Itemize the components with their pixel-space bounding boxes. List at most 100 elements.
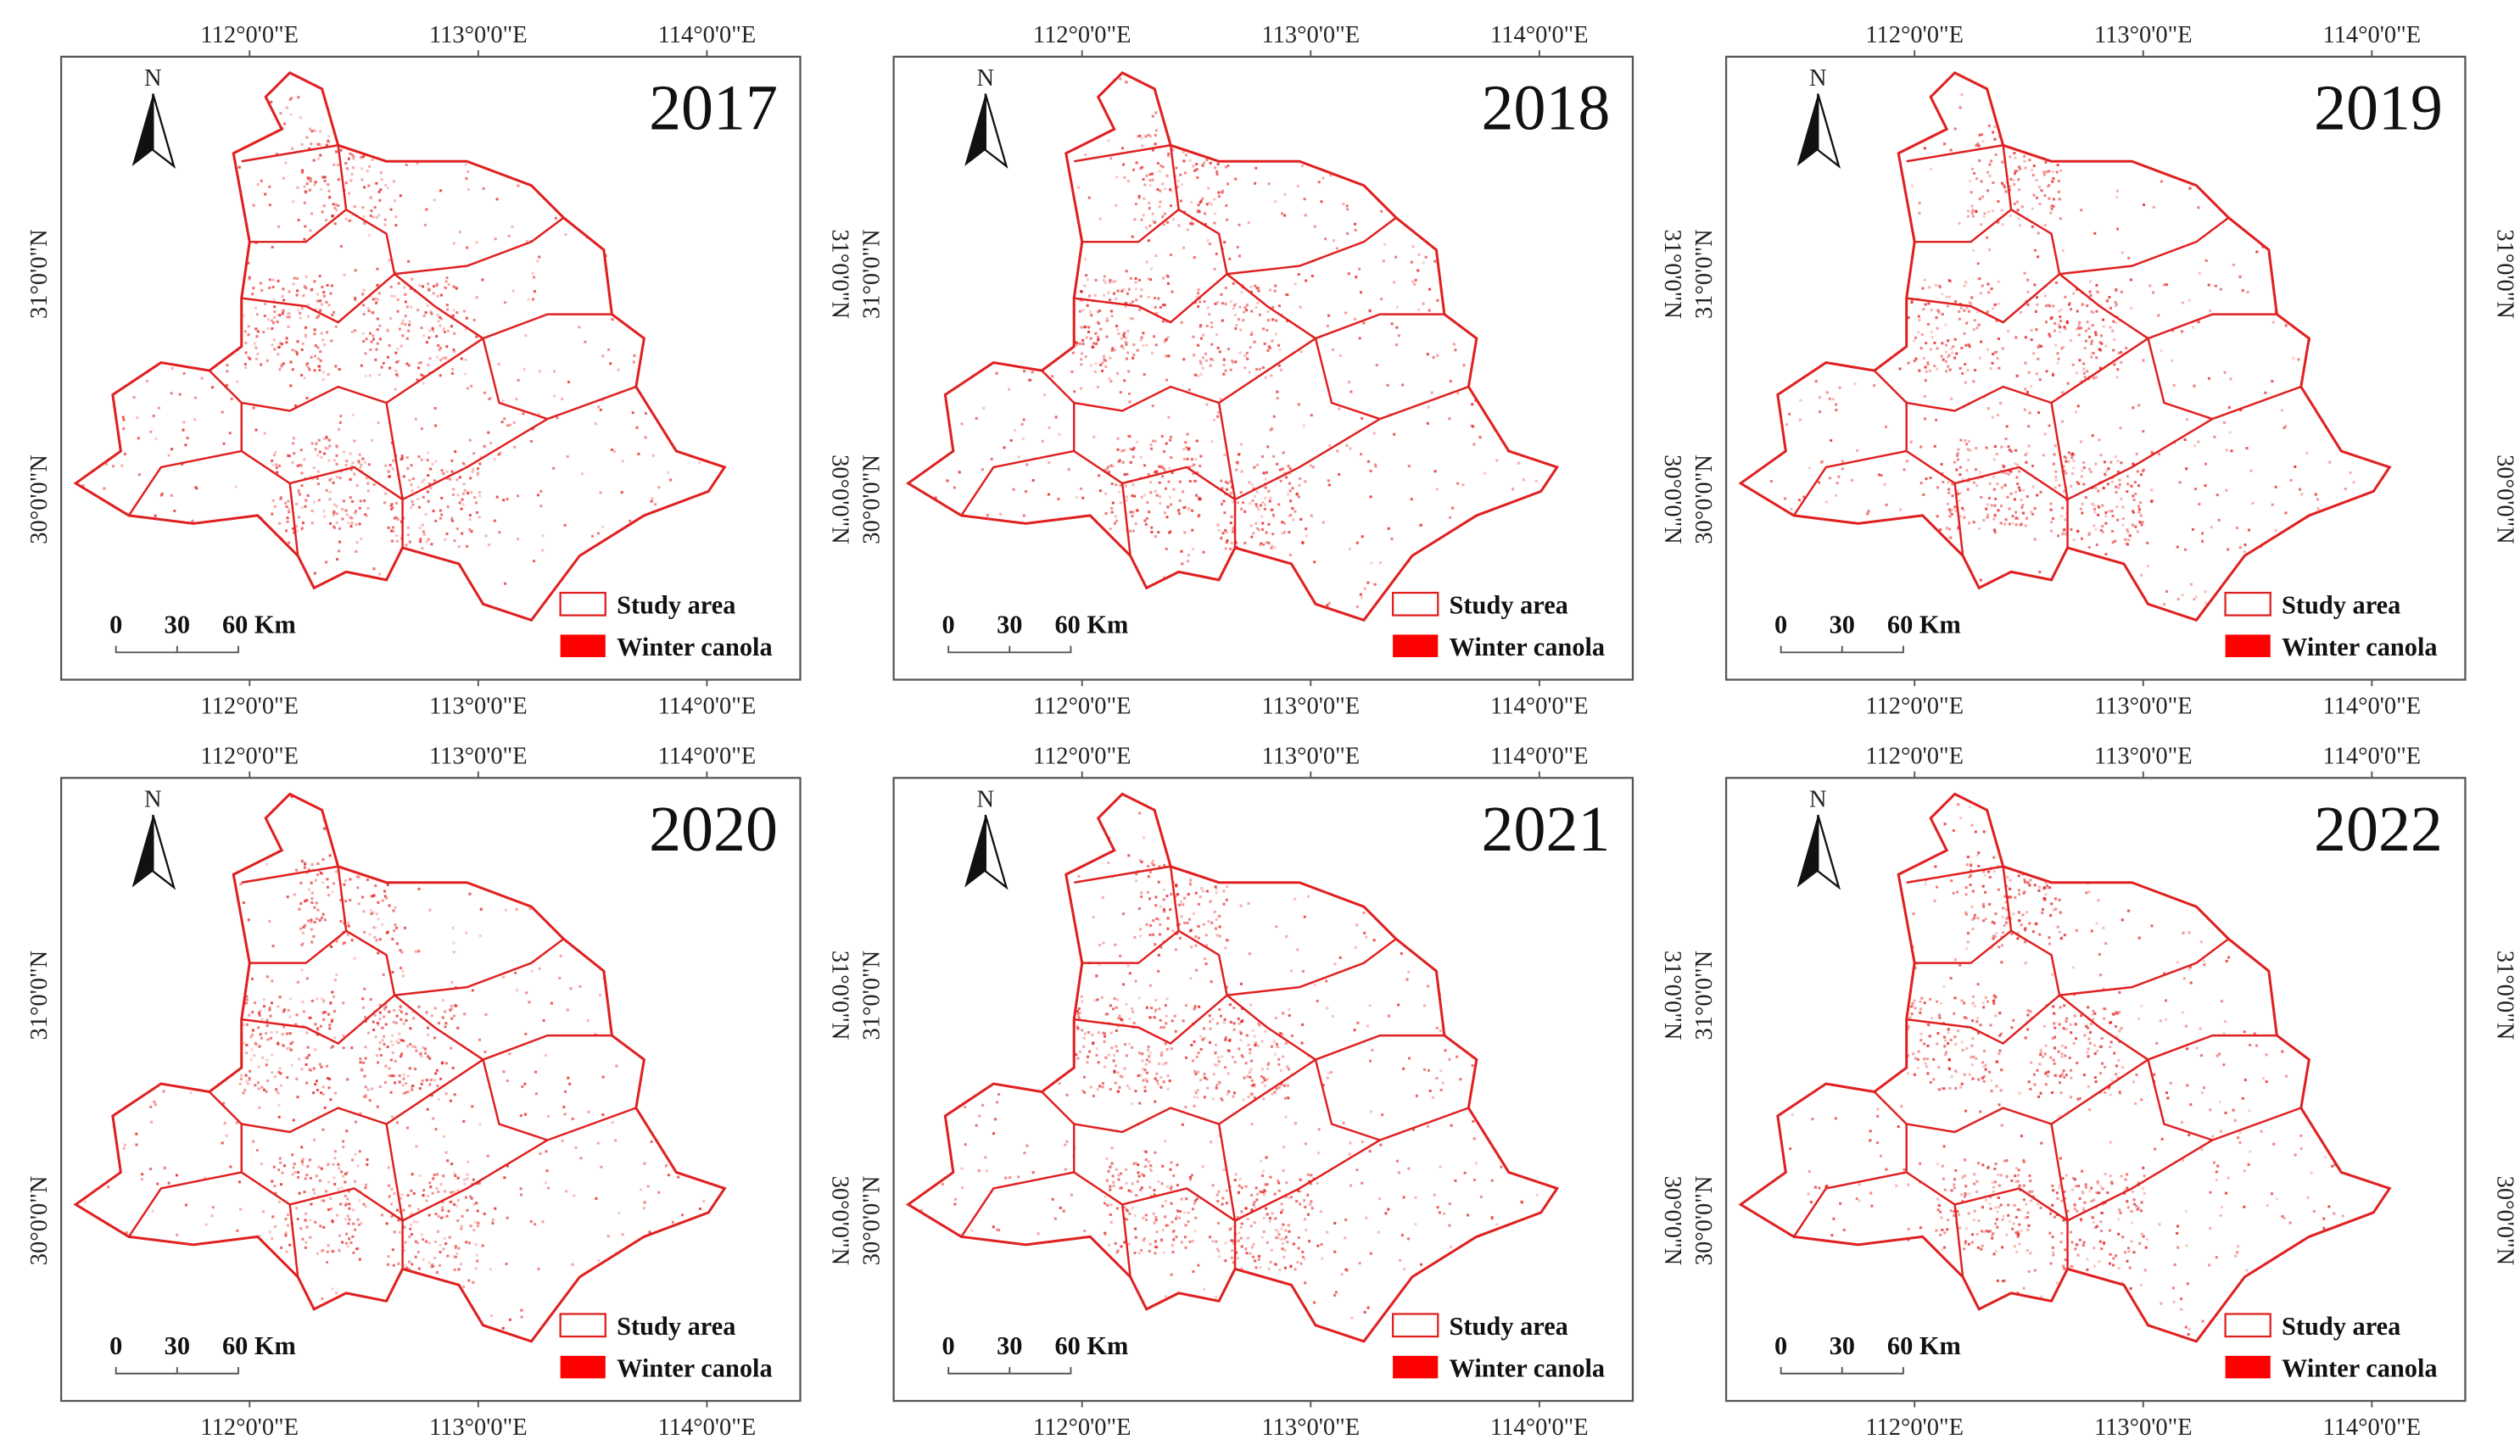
canola-pixel [310, 999, 314, 1002]
canola-pixel [308, 1068, 311, 1071]
canola-pixel [1232, 1006, 1236, 1009]
canola-pixel [2014, 523, 2018, 527]
canola-pixel [1120, 1075, 1124, 1079]
canola-pixel [1179, 173, 1182, 176]
canola-pixel [277, 1070, 281, 1074]
canola-pixel [1097, 335, 1100, 338]
canola-pixel [353, 957, 356, 960]
canola-pixel [1226, 182, 1230, 186]
canola-pixel [1266, 1067, 1269, 1070]
canola-pixel [1250, 1092, 1254, 1096]
canola-pixel [378, 1085, 382, 1089]
canola-pixel [1114, 279, 1117, 282]
canola-pixel [677, 1175, 680, 1179]
canola-pixel [1982, 215, 1986, 219]
canola-pixel [1158, 1007, 1161, 1011]
canola-pixel [466, 1173, 469, 1176]
canola-pixel [1265, 471, 1268, 474]
canola-pixel [1215, 1084, 1218, 1088]
canola-pixel [363, 930, 366, 934]
canola-pixel [404, 315, 407, 318]
canola-pixel [405, 337, 409, 340]
canola-pixel [369, 348, 372, 351]
canola-pixel [2107, 467, 2110, 471]
canola-pixel [242, 901, 245, 904]
canola-pixel [390, 1074, 394, 1078]
canola-pixel [268, 286, 271, 289]
canola-pixel [376, 1021, 379, 1024]
canola-pixel [1065, 1140, 1069, 1143]
canola-pixel [2001, 347, 2004, 350]
canola-pixel [405, 362, 409, 365]
canola-pixel [410, 305, 413, 309]
canola-pixel [2017, 486, 2020, 489]
canola-pixel [304, 1212, 308, 1215]
canola-pixel [2102, 486, 2105, 489]
canola-pixel [1992, 352, 1995, 356]
canola-pixel [1109, 527, 1112, 531]
canola-pixel [1088, 1050, 1092, 1053]
canola-pixel [398, 1032, 401, 1035]
canola-pixel [1086, 278, 1089, 282]
canola-pixel [1463, 1171, 1467, 1174]
canola-pixel [305, 363, 308, 366]
canola-pixel [596, 1141, 600, 1145]
canola-pixel [111, 465, 115, 468]
canola-pixel [1132, 1021, 1136, 1024]
canola-pixel [2011, 515, 2014, 518]
canola-pixel [1201, 1165, 1204, 1169]
canola-pixel [1215, 1193, 1219, 1197]
canola-pixel [319, 1024, 322, 1028]
canola-pixel [1817, 481, 1820, 484]
canola-pixel [333, 1157, 337, 1160]
canola-pixel [345, 460, 349, 463]
canola-pixel [1424, 255, 1428, 259]
canola-pixel [2007, 445, 2010, 449]
canola-pixel [1031, 479, 1035, 483]
canola-pixel [538, 370, 541, 373]
canola-pixel [353, 439, 356, 443]
canola-pixel [1517, 461, 1520, 465]
canola-pixel [368, 374, 372, 377]
canola-pixel [544, 1181, 547, 1185]
lon-label: 114°0'0"E [658, 1414, 757, 1441]
canola-pixel [1837, 475, 1841, 478]
canola-pixel [369, 196, 372, 199]
canola-pixel [2097, 505, 2100, 508]
canola-pixel [538, 255, 541, 259]
canola-pixel [383, 1081, 387, 1085]
canola-pixel [1258, 1255, 1261, 1258]
canola-pixel [1110, 1162, 1114, 1165]
canola-pixel [1344, 1268, 1348, 1271]
canola-pixel [1098, 944, 1102, 947]
canola-pixel [454, 1245, 457, 1248]
canola-pixel [391, 1043, 394, 1046]
canola-pixel [286, 895, 289, 899]
canola-pixel [1898, 367, 1902, 371]
canola-pixel [1216, 346, 1220, 349]
canola-pixel [2026, 290, 2030, 293]
canola-pixel [271, 1071, 274, 1074]
canola-pixel [313, 500, 316, 504]
canola-pixel [599, 993, 602, 996]
canola-pixel [438, 1264, 441, 1267]
canola-pixel [399, 1055, 403, 1058]
canola-pixel [1224, 528, 1227, 532]
canola-pixel [422, 334, 426, 338]
canola-pixel [282, 1008, 286, 1012]
canola-pixel [1306, 1173, 1310, 1176]
canola-pixel [404, 293, 407, 296]
canola-pixel [268, 1006, 271, 1009]
canola-pixel [1194, 494, 1199, 497]
canola-pixel [1282, 451, 1285, 455]
canola-pixel [393, 1008, 396, 1012]
canola-pixel [1261, 501, 1265, 505]
canola-pixel [1250, 1208, 1254, 1212]
canola-pixel [456, 1189, 460, 1192]
canola-pixel [1129, 302, 1132, 305]
canola-pixel [1240, 1054, 1243, 1057]
canola-pixel [1127, 370, 1131, 373]
canola-pixel [1102, 941, 1105, 945]
canola-pixel [1407, 465, 1411, 468]
canola-pixel [1171, 290, 1174, 293]
